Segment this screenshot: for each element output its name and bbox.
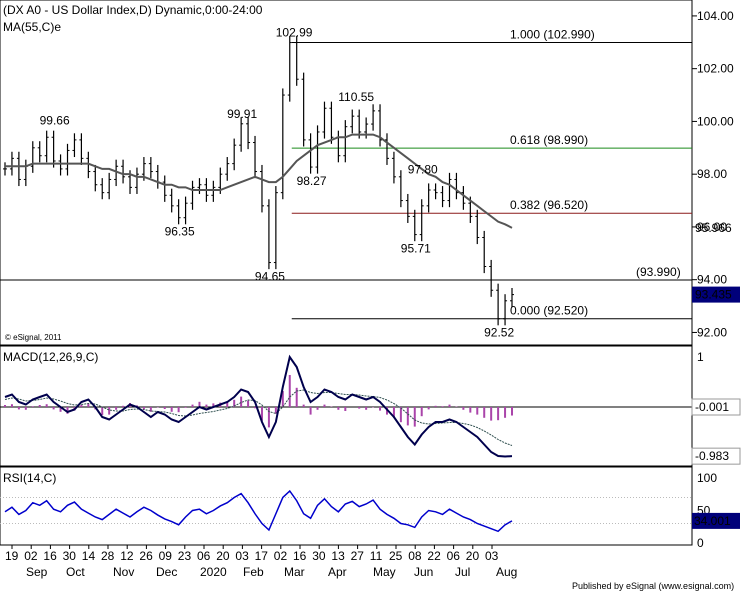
fib-label-1.000: 1.000 (102.990): [510, 28, 595, 42]
macd-axis-label: 1: [697, 350, 704, 364]
chart-title: (DX A0 - US Dollar Index,D) Dynamic,0:00…: [3, 3, 263, 17]
month-label: Mar: [284, 565, 305, 579]
date-tick-label: 11: [370, 549, 383, 563]
rsi-last-value: 34.001: [694, 514, 731, 528]
date-tick-label: 19: [5, 549, 19, 563]
rsi-title: RSI(14,C): [3, 471, 56, 485]
price-axis-label: 104.00: [697, 9, 734, 23]
macd-signal-line: [4, 389, 513, 446]
ma-line: [5, 133, 513, 229]
price-annotation-96-35: 96.35: [165, 225, 195, 239]
copyright: © eSignal, 2011: [5, 333, 62, 342]
date-tick-label: 16: [43, 549, 57, 563]
price-annotation-110-55: 110.55: [338, 90, 374, 104]
price-axis-label: 102.00: [697, 62, 734, 76]
date-tick-label: 28: [101, 549, 115, 563]
month-label: Aug: [496, 565, 517, 579]
macd-signal-last-value: -0.001: [695, 400, 729, 414]
price-last-value: 93.435: [695, 288, 732, 302]
price-axis-label: 96.00: [697, 220, 727, 234]
price-annotation-97-80: 97.80: [408, 162, 438, 176]
macd-title: MACD(12,26,9,C): [3, 350, 98, 364]
price-annotation-95-71: 95.71: [401, 242, 431, 256]
rsi-line: [4, 489, 513, 533]
date-tick-label: 03: [235, 549, 249, 563]
date-tick-label: 02: [24, 549, 38, 563]
month-label: Jun: [414, 565, 433, 579]
month-label: Feb: [243, 565, 264, 579]
date-tick-label: 13: [331, 549, 345, 563]
month-label: Oct: [66, 565, 85, 579]
price-annotation-102-99: 102.99: [276, 26, 313, 40]
macd-last-box: [691, 447, 741, 465]
price-annotation-92-52: 92.52: [484, 326, 514, 340]
rsi-axis-label: 100: [697, 471, 717, 485]
date-tick-label: 02: [274, 549, 288, 563]
date-tick-label: 20: [466, 549, 480, 563]
rsi-axis-label: 0: [697, 536, 704, 550]
date-tick-label: 22: [427, 549, 441, 563]
date-tick-label: 30: [63, 549, 77, 563]
macd-panel: [0, 345, 693, 467]
date-tick-label: 30: [312, 549, 326, 563]
month-label: 2020: [200, 565, 227, 579]
date-tick-label: 20: [216, 549, 230, 563]
rsi-panel: [0, 466, 693, 546]
fib-label-0.382: 0.382 (96.520): [510, 198, 588, 212]
price-axis-label: 94.00: [697, 273, 727, 287]
month-label: May: [373, 565, 396, 579]
date-tick-label: 06: [447, 549, 461, 563]
fib-label-0.618: 0.618 (98.990): [510, 133, 588, 147]
price-annotation-99-91: 99.91: [227, 107, 257, 121]
date-tick-label: 26: [139, 549, 153, 563]
date-tick-label: 09: [159, 549, 173, 563]
date-tick-label: 25: [389, 549, 403, 563]
date-tick-label: 14: [82, 549, 96, 563]
price-annotation-94-65: 94.65: [255, 270, 285, 284]
price-panel: [0, 0, 693, 346]
price-axis-label: 98.00: [697, 167, 727, 181]
date-tick-label: 17: [255, 549, 269, 563]
date-tick-label: 03: [485, 549, 499, 563]
price-last-value-box: [692, 286, 740, 303]
footer-publisher: Published by eSignal (www.esignal.com): [572, 581, 734, 591]
macd-line: [4, 354, 513, 458]
month-label: Jul: [455, 565, 470, 579]
price-axis-label: 100.00: [697, 114, 734, 128]
month-label: Sep: [26, 565, 48, 579]
month-label: Dec: [156, 565, 177, 579]
date-tick-label: 06: [197, 549, 211, 563]
price-annotation-98-27: 98.27: [297, 174, 327, 188]
price-axis-label: 92.00: [697, 325, 727, 339]
month-label: Nov: [113, 565, 134, 579]
ma-last-value: 95.966: [695, 221, 732, 235]
horizontal-line-label: (93.990): [636, 265, 681, 279]
date-tick-label: 16: [293, 549, 307, 563]
date-tick-label: 23: [178, 549, 192, 563]
fib-label-0.000: 0.000 (92.520): [510, 304, 588, 318]
price-annotation-99-66: 99.66: [40, 113, 70, 127]
macd-signal-last-box: [691, 398, 741, 416]
ma-legend: MA(55,C)e: [3, 20, 61, 34]
rsi-last-value-box: [692, 512, 740, 529]
macd-last-value: -0.983: [695, 449, 729, 463]
date-tick-label: 27: [351, 549, 365, 563]
date-tick-label: 08: [408, 549, 422, 563]
date-tick-label: 12: [120, 549, 134, 563]
month-label: Apr: [328, 565, 347, 579]
